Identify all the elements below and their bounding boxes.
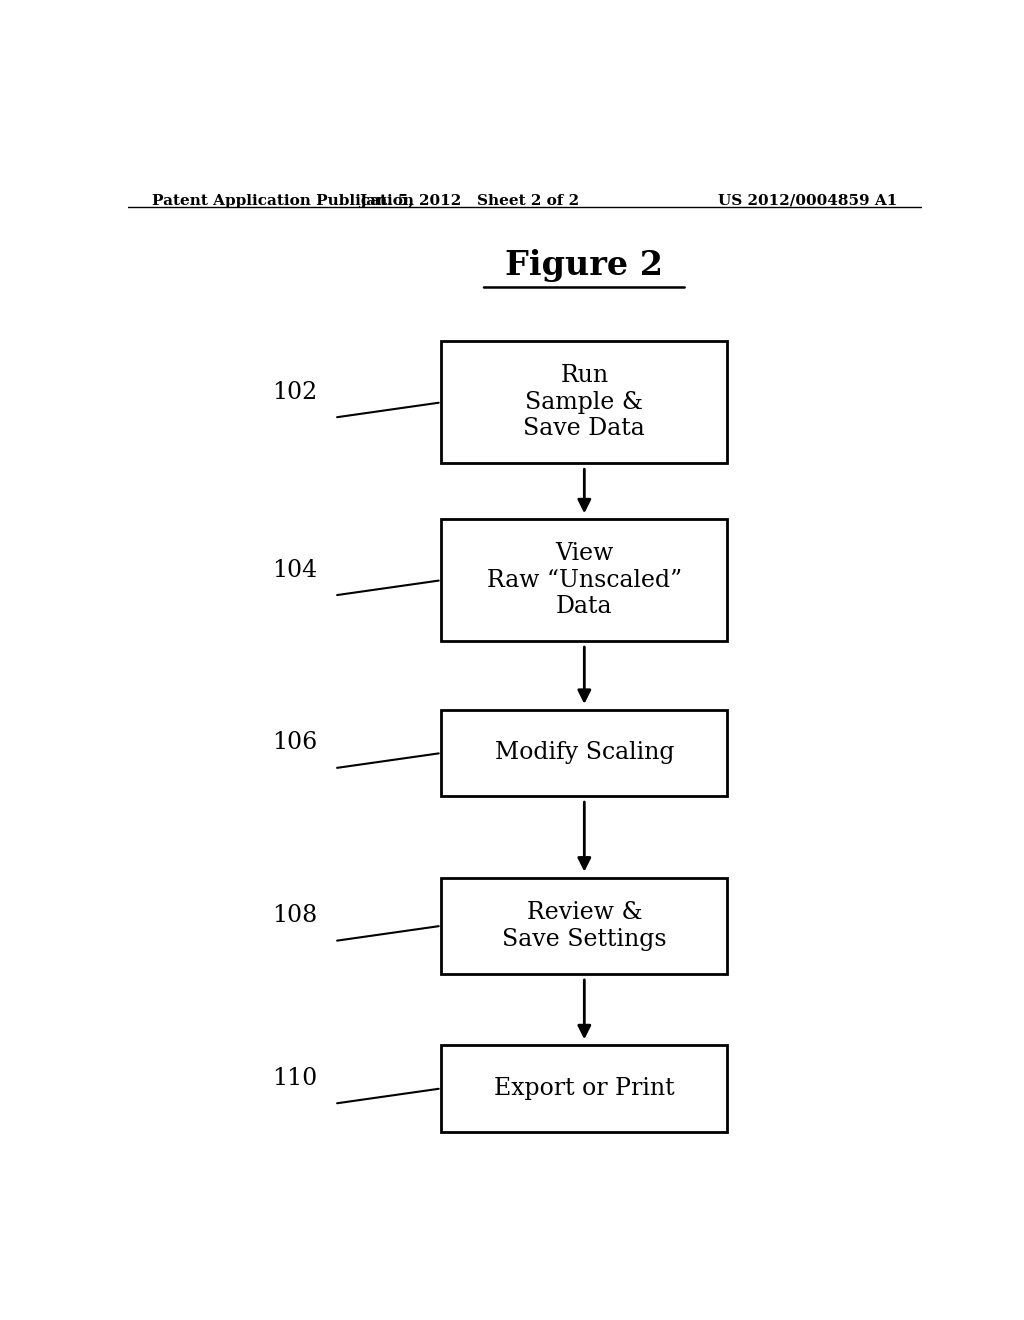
- Text: Export or Print: Export or Print: [494, 1077, 675, 1100]
- FancyBboxPatch shape: [441, 710, 727, 796]
- Text: 104: 104: [272, 558, 317, 582]
- Text: View
Raw “Unscaled”
Data: View Raw “Unscaled” Data: [486, 543, 682, 618]
- Text: Patent Application Publication: Patent Application Publication: [152, 194, 414, 209]
- Text: Run
Sample &
Save Data: Run Sample & Save Data: [523, 364, 645, 441]
- Text: 102: 102: [272, 380, 317, 404]
- FancyBboxPatch shape: [441, 878, 727, 974]
- FancyBboxPatch shape: [441, 1045, 727, 1131]
- FancyBboxPatch shape: [441, 342, 727, 463]
- Text: 106: 106: [272, 731, 317, 754]
- Text: Review &
Save Settings: Review & Save Settings: [502, 902, 667, 950]
- FancyBboxPatch shape: [441, 519, 727, 642]
- Text: 110: 110: [272, 1067, 317, 1090]
- Text: US 2012/0004859 A1: US 2012/0004859 A1: [719, 194, 898, 209]
- Text: Figure 2: Figure 2: [505, 248, 664, 281]
- Text: Jan. 5, 2012   Sheet 2 of 2: Jan. 5, 2012 Sheet 2 of 2: [359, 194, 580, 209]
- Text: 108: 108: [272, 904, 317, 927]
- Text: Modify Scaling: Modify Scaling: [495, 742, 674, 764]
